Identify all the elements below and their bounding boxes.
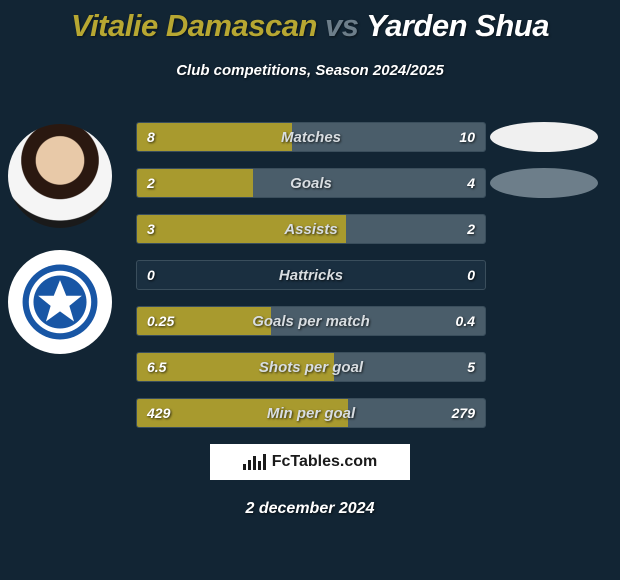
stat-label: Matches xyxy=(137,123,485,151)
stat-value-right: 279 xyxy=(452,399,475,427)
subtitle: Club competitions, Season 2024/2025 xyxy=(0,62,620,79)
stat-value-right: 0 xyxy=(467,261,475,289)
club-avatar xyxy=(8,250,112,354)
player1-name: Vitalie Damascan xyxy=(71,8,317,43)
date-text: 2 december 2024 xyxy=(0,500,620,518)
badge-column xyxy=(490,122,598,214)
stat-row: 0.25Goals per match0.4 xyxy=(136,306,486,336)
badge-1 xyxy=(490,122,598,152)
stat-value-right: 0.4 xyxy=(456,307,475,335)
stat-row: 2Goals4 xyxy=(136,168,486,198)
stat-row: 429Min per goal279 xyxy=(136,398,486,428)
vs-text: vs xyxy=(325,8,358,43)
stat-label: Assists xyxy=(137,215,485,243)
stat-value-right: 5 xyxy=(467,353,475,381)
stat-value-right: 10 xyxy=(459,123,475,151)
chart-icon xyxy=(243,454,266,470)
stat-label: Goals per match xyxy=(137,307,485,335)
stat-value-right: 4 xyxy=(467,169,475,197)
badge-2 xyxy=(490,168,598,198)
stats-container: 8Matches102Goals43Assists20Hattricks00.2… xyxy=(136,122,486,444)
stat-label: Goals xyxy=(137,169,485,197)
stat-row: 8Matches10 xyxy=(136,122,486,152)
stat-row: 6.5Shots per goal5 xyxy=(136,352,486,382)
stat-row: 3Assists2 xyxy=(136,214,486,244)
stat-label: Hattricks xyxy=(137,261,485,289)
avatar-column xyxy=(8,124,112,376)
brand-logo[interactable]: FcTables.com xyxy=(210,444,410,480)
brand-text: FcTables.com xyxy=(272,453,378,471)
club-crest-icon xyxy=(21,263,99,341)
stat-label: Shots per goal xyxy=(137,353,485,381)
player-avatar xyxy=(8,124,112,228)
player2-name: Yarden Shua xyxy=(366,8,549,43)
stat-row: 0Hattricks0 xyxy=(136,260,486,290)
stat-value-right: 2 xyxy=(467,215,475,243)
stat-label: Min per goal xyxy=(137,399,485,427)
comparison-title: Vitalie Damascan vs Yarden Shua xyxy=(0,0,620,44)
